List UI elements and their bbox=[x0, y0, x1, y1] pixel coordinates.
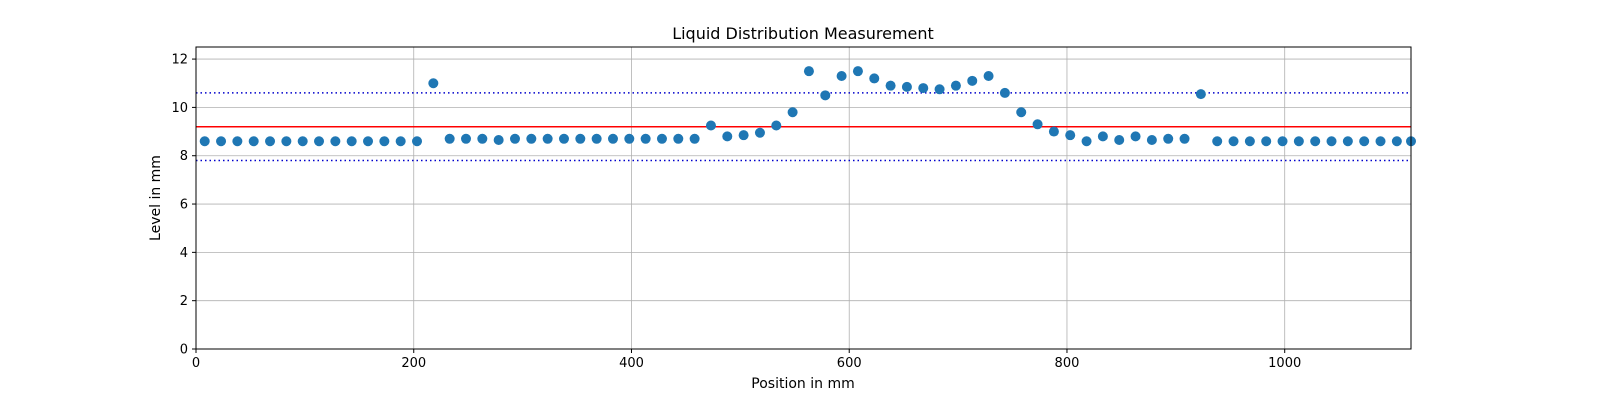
data-point bbox=[967, 75, 978, 86]
data-point bbox=[1065, 130, 1076, 141]
data-point bbox=[803, 66, 814, 77]
data-point bbox=[1016, 107, 1027, 118]
data-point bbox=[1097, 131, 1108, 142]
data-point bbox=[1114, 135, 1125, 146]
x-tick-label: 600 bbox=[837, 356, 862, 371]
data-point bbox=[656, 133, 667, 144]
data-point bbox=[428, 78, 439, 89]
data-point bbox=[771, 120, 782, 131]
y-tick-label: 8 bbox=[180, 149, 188, 164]
data-point bbox=[722, 131, 733, 142]
data-point bbox=[1244, 136, 1255, 147]
data-point bbox=[689, 133, 700, 144]
data-point bbox=[542, 133, 553, 144]
y-tick-label: 4 bbox=[180, 246, 188, 261]
data-point bbox=[934, 84, 945, 95]
data-point bbox=[950, 80, 961, 91]
data-point bbox=[836, 70, 847, 81]
x-tick-label: 800 bbox=[1055, 356, 1080, 371]
data-point bbox=[509, 133, 520, 144]
data-point bbox=[591, 133, 602, 144]
data-point bbox=[477, 133, 488, 144]
data-point bbox=[297, 136, 308, 147]
data-point bbox=[1261, 136, 1272, 147]
data-point bbox=[1277, 136, 1288, 147]
data-point bbox=[1179, 133, 1190, 144]
x-tick-label: 1000 bbox=[1268, 356, 1301, 371]
y-tick-label: 2 bbox=[180, 294, 188, 309]
data-point bbox=[673, 133, 684, 144]
data-point bbox=[869, 73, 880, 84]
y-tick-label: 12 bbox=[171, 53, 188, 68]
data-point bbox=[640, 133, 651, 144]
data-point bbox=[330, 136, 341, 147]
data-point bbox=[1212, 136, 1223, 147]
y-tick-label: 6 bbox=[180, 198, 188, 213]
data-point bbox=[1391, 136, 1402, 147]
data-points bbox=[199, 66, 1416, 147]
data-point bbox=[1375, 136, 1386, 147]
data-point bbox=[1130, 131, 1141, 142]
data-point bbox=[493, 135, 504, 146]
data-point bbox=[1032, 119, 1043, 130]
data-point bbox=[363, 136, 374, 147]
data-point bbox=[575, 133, 586, 144]
reference-lines bbox=[196, 92, 1411, 162]
data-point bbox=[1081, 136, 1092, 147]
x-tick-label: 0 bbox=[192, 356, 200, 371]
data-point bbox=[461, 133, 471, 144]
data-point bbox=[1228, 136, 1239, 147]
data-point bbox=[787, 107, 798, 118]
data-point bbox=[281, 136, 292, 147]
data-point bbox=[314, 136, 325, 147]
data-point bbox=[216, 136, 227, 147]
x-tick-label: 400 bbox=[619, 356, 644, 371]
data-point bbox=[852, 66, 863, 77]
data-point bbox=[346, 136, 357, 147]
data-point bbox=[983, 70, 994, 81]
data-point bbox=[1293, 136, 1304, 147]
data-point bbox=[1359, 136, 1370, 147]
data-point bbox=[379, 136, 390, 147]
data-point bbox=[558, 133, 569, 144]
data-point bbox=[754, 127, 765, 138]
x-axis-ticks: 0 200 400 600 800 1000 bbox=[192, 349, 1301, 371]
data-point bbox=[526, 133, 537, 144]
data-point bbox=[738, 130, 749, 141]
x-axis-label: Position in mm bbox=[751, 376, 854, 392]
data-point bbox=[820, 90, 831, 101]
chart-title: Liquid Distribution Measurement bbox=[672, 24, 934, 43]
y-axis-label: Level in mm bbox=[148, 155, 164, 241]
data-point bbox=[1342, 136, 1353, 147]
y-tick-label: 0 bbox=[180, 343, 188, 358]
data-point bbox=[918, 83, 929, 94]
data-point bbox=[395, 136, 406, 147]
data-point bbox=[265, 136, 276, 147]
data-point bbox=[444, 133, 455, 144]
data-point bbox=[412, 136, 423, 147]
data-point bbox=[1163, 133, 1174, 144]
data-point bbox=[607, 133, 618, 144]
y-axis-ticks: 0 2 4 6 8 10 12 bbox=[171, 53, 196, 358]
plot-frame bbox=[195, 46, 1412, 350]
x-tick-label: 200 bbox=[401, 356, 426, 371]
data-point bbox=[624, 133, 635, 144]
data-point bbox=[705, 120, 716, 131]
y-tick-label: 10 bbox=[171, 101, 188, 116]
data-point bbox=[1048, 126, 1059, 137]
data-point bbox=[1146, 135, 1157, 146]
data-point bbox=[1326, 136, 1337, 147]
data-point bbox=[232, 136, 243, 147]
data-point bbox=[1310, 136, 1321, 147]
data-point bbox=[1195, 89, 1206, 100]
data-point bbox=[885, 80, 896, 91]
data-point bbox=[248, 136, 259, 147]
data-point bbox=[199, 136, 210, 147]
data-point bbox=[901, 81, 912, 92]
data-point bbox=[999, 87, 1010, 98]
